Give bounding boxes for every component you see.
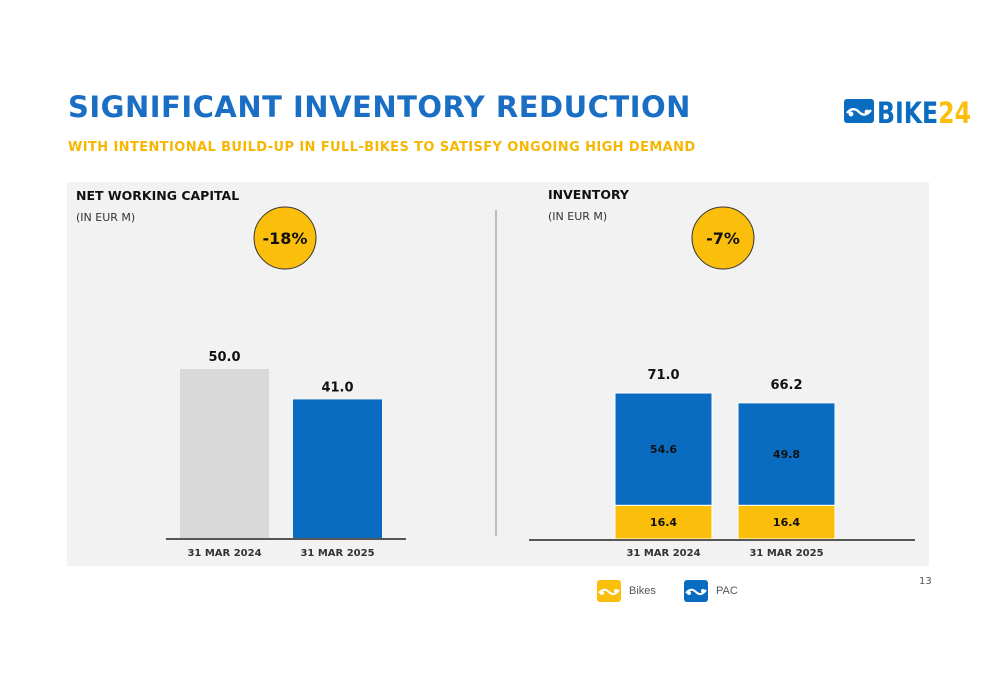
page-title: SIGNIFICANT INVENTORY REDUCTION bbox=[68, 90, 691, 124]
inventory-change-badge: -7% bbox=[691, 206, 755, 270]
nwc-chart-title: NET WORKING CAPITAL bbox=[76, 188, 239, 203]
charts-panel: NET WORKING CAPITAL (IN EUR M) -18% 50.0… bbox=[67, 182, 929, 566]
page-number: 13 bbox=[919, 576, 932, 587]
legend-item-bikes: Bikes bbox=[597, 579, 656, 603]
page-subtitle: WITH INTENTIONAL BUILD-UP IN FULL-BIKES … bbox=[68, 140, 696, 155]
inventory-chart-title: INVENTORY bbox=[548, 187, 630, 202]
charts-svg: NET WORKING CAPITAL (IN EUR M) -18% 50.0… bbox=[76, 187, 915, 559]
bikes-chain-icon bbox=[597, 580, 621, 602]
nwc-x-tick-label: 31 MAR 2025 bbox=[300, 548, 374, 559]
legend-label-bikes: Bikes bbox=[629, 585, 656, 597]
inventory-pac-label: 49.8 bbox=[773, 448, 800, 461]
inventory-x-tick-label: 31 MAR 2025 bbox=[749, 548, 823, 559]
inventory-total-label: 66.2 bbox=[770, 378, 802, 393]
bike24-logo: BIKE24 bbox=[843, 93, 973, 129]
legend-item-pac: PAC bbox=[684, 579, 738, 603]
nwc-change-badge: -18% bbox=[253, 206, 317, 270]
inventory-pac-segment bbox=[737, 402, 836, 506]
nwc-value-label: 50.0 bbox=[208, 350, 240, 365]
svg-text:-7%: -7% bbox=[706, 229, 740, 248]
inventory-bikes-label: 16.4 bbox=[650, 516, 677, 529]
nwc-value-label: 41.0 bbox=[321, 380, 353, 395]
pac-chain-icon bbox=[684, 580, 708, 602]
svg-text:-18%: -18% bbox=[263, 229, 308, 248]
inventory-bikes-segment bbox=[737, 504, 836, 540]
logo-text: BIKE24 bbox=[877, 96, 971, 129]
inventory-pac-label: 54.6 bbox=[650, 443, 677, 456]
inventory-bikes-label: 16.4 bbox=[773, 516, 800, 529]
nwc-chart-unit: (IN EUR M) bbox=[76, 211, 135, 224]
inventory-x-tick-label: 31 MAR 2024 bbox=[626, 548, 700, 559]
inventory-chart-unit: (IN EUR M) bbox=[548, 210, 607, 223]
nwc-bar bbox=[293, 399, 382, 538]
inventory-total-label: 71.0 bbox=[647, 368, 679, 383]
legend-label-pac: PAC bbox=[716, 585, 738, 597]
inventory-pac-segment bbox=[614, 392, 713, 506]
nwc-x-tick-label: 31 MAR 2024 bbox=[187, 548, 261, 559]
nwc-bar bbox=[180, 369, 269, 538]
